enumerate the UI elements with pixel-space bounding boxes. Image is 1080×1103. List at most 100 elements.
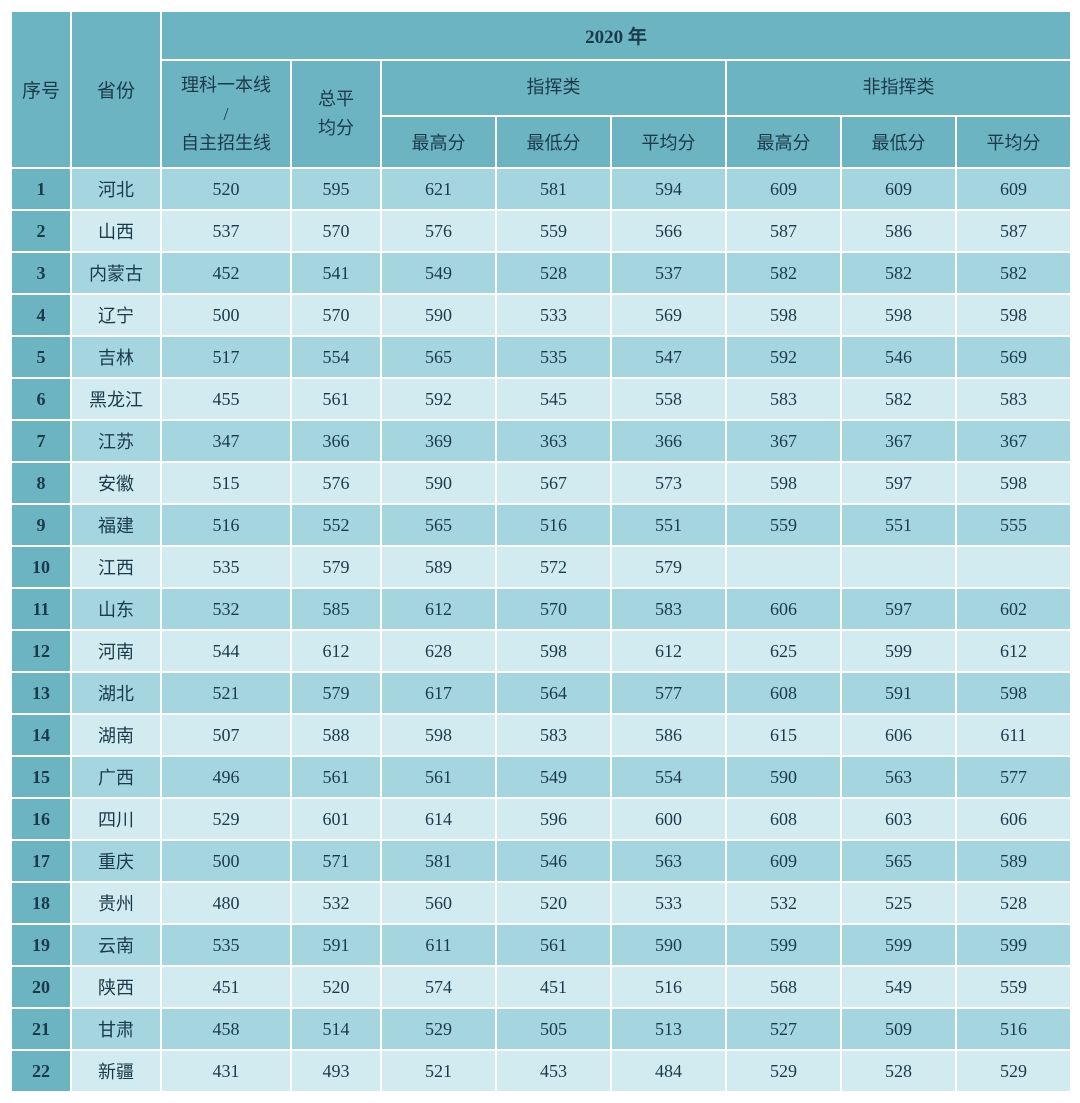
- cell-tier-line: 455: [161, 378, 291, 420]
- table-row: 9福建516552565516551559551555: [11, 504, 1071, 546]
- table-body: 1河北5205956215815946096096092山西5375705765…: [11, 168, 1071, 1092]
- cell-nc-avg: 598: [956, 462, 1071, 504]
- cell-c-avg: 484: [611, 1050, 726, 1092]
- cell-tier-line: 516: [161, 504, 291, 546]
- cell-province: 河北: [71, 168, 161, 210]
- table-row: 18贵州480532560520533532525528: [11, 882, 1071, 924]
- cell-total-avg: 588: [291, 714, 381, 756]
- table-row: 12河南544612628598612625599612: [11, 630, 1071, 672]
- cell-province: 山西: [71, 210, 161, 252]
- cell-province: 吉林: [71, 336, 161, 378]
- cell-seq: 13: [11, 672, 71, 714]
- table-row: 15广西496561561549554590563577: [11, 756, 1071, 798]
- cell-c-max: 590: [381, 462, 496, 504]
- cell-nc-min: 591: [841, 672, 956, 714]
- cell-c-min: 545: [496, 378, 611, 420]
- col-header-total-avg: 总平 均分: [291, 60, 381, 168]
- cell-c-max: 576: [381, 210, 496, 252]
- cell-nc-max: 527: [726, 1008, 841, 1050]
- cell-c-max: 590: [381, 294, 496, 336]
- cell-tier-line: 452: [161, 252, 291, 294]
- cell-province: 贵州: [71, 882, 161, 924]
- cell-total-avg: 601: [291, 798, 381, 840]
- cell-province: 重庆: [71, 840, 161, 882]
- cell-c-min: 561: [496, 924, 611, 966]
- cell-province: 四川: [71, 798, 161, 840]
- cell-c-max: 574: [381, 966, 496, 1008]
- cell-nc-min: 603: [841, 798, 956, 840]
- cell-total-avg: 520: [291, 966, 381, 1008]
- cell-total-avg: 595: [291, 168, 381, 210]
- col-header-tier-line: 理科一本线 / 自主招生线: [161, 60, 291, 168]
- cell-nc-avg: 589: [956, 840, 1071, 882]
- cell-c-avg: 513: [611, 1008, 726, 1050]
- cell-nc-min: 599: [841, 630, 956, 672]
- cell-nc-avg: 569: [956, 336, 1071, 378]
- cell-tier-line: 520: [161, 168, 291, 210]
- cell-c-max: 560: [381, 882, 496, 924]
- cell-c-max: 561: [381, 756, 496, 798]
- cell-seq: 8: [11, 462, 71, 504]
- cell-c-min: 596: [496, 798, 611, 840]
- cell-c-min: 549: [496, 756, 611, 798]
- cell-province: 山东: [71, 588, 161, 630]
- header-row-1: 序号 省份 2020 年: [11, 11, 1071, 60]
- cell-c-min: 598: [496, 630, 611, 672]
- cell-c-avg: 563: [611, 840, 726, 882]
- table-row: 20陕西451520574451516568549559: [11, 966, 1071, 1008]
- cell-c-min: 581: [496, 168, 611, 210]
- cell-nc-max: 609: [726, 168, 841, 210]
- cell-nc-avg: 598: [956, 672, 1071, 714]
- cell-nc-min: 598: [841, 294, 956, 336]
- cell-seq: 14: [11, 714, 71, 756]
- col-header-c-max: 最高分: [381, 116, 496, 169]
- cell-seq: 10: [11, 546, 71, 588]
- cell-nc-min: [841, 546, 956, 588]
- table-row: 1河北520595621581594609609609: [11, 168, 1071, 210]
- cell-nc-avg: 529: [956, 1050, 1071, 1092]
- cell-c-avg: 551: [611, 504, 726, 546]
- cell-nc-min: 551: [841, 504, 956, 546]
- cell-c-avg: 558: [611, 378, 726, 420]
- table-row: 10江西535579589572579: [11, 546, 1071, 588]
- cell-c-min: 451: [496, 966, 611, 1008]
- cell-c-avg: 366: [611, 420, 726, 462]
- cell-tier-line: 480: [161, 882, 291, 924]
- cell-c-max: 617: [381, 672, 496, 714]
- cell-tier-line: 544: [161, 630, 291, 672]
- table-row: 22新疆431493521453484529528529: [11, 1050, 1071, 1092]
- cell-total-avg: 366: [291, 420, 381, 462]
- cell-nc-avg: 599: [956, 924, 1071, 966]
- cell-c-max: 589: [381, 546, 496, 588]
- cell-total-avg: 591: [291, 924, 381, 966]
- col-header-c-avg: 平均分: [611, 116, 726, 169]
- cell-c-avg: 566: [611, 210, 726, 252]
- cell-province: 江苏: [71, 420, 161, 462]
- cell-c-min: 516: [496, 504, 611, 546]
- cell-total-avg: 561: [291, 756, 381, 798]
- cell-c-avg: 547: [611, 336, 726, 378]
- cell-seq: 19: [11, 924, 71, 966]
- cell-nc-avg: [956, 546, 1071, 588]
- cell-nc-min: 586: [841, 210, 956, 252]
- cell-province: 广西: [71, 756, 161, 798]
- cell-total-avg: 541: [291, 252, 381, 294]
- cell-c-min: 564: [496, 672, 611, 714]
- cell-nc-min: 597: [841, 462, 956, 504]
- cell-province: 内蒙古: [71, 252, 161, 294]
- cell-tier-line: 532: [161, 588, 291, 630]
- col-header-nc-avg: 平均分: [956, 116, 1071, 169]
- cell-nc-avg: 559: [956, 966, 1071, 1008]
- cell-nc-max: 583: [726, 378, 841, 420]
- cell-c-min: 533: [496, 294, 611, 336]
- cell-province: 江西: [71, 546, 161, 588]
- cell-nc-max: 606: [726, 588, 841, 630]
- cell-nc-avg: 609: [956, 168, 1071, 210]
- cell-nc-min: 563: [841, 756, 956, 798]
- cell-seq: 20: [11, 966, 71, 1008]
- cell-c-avg: 577: [611, 672, 726, 714]
- cell-c-min: 546: [496, 840, 611, 882]
- cell-total-avg: 571: [291, 840, 381, 882]
- cell-nc-min: 597: [841, 588, 956, 630]
- cell-c-max: 521: [381, 1050, 496, 1092]
